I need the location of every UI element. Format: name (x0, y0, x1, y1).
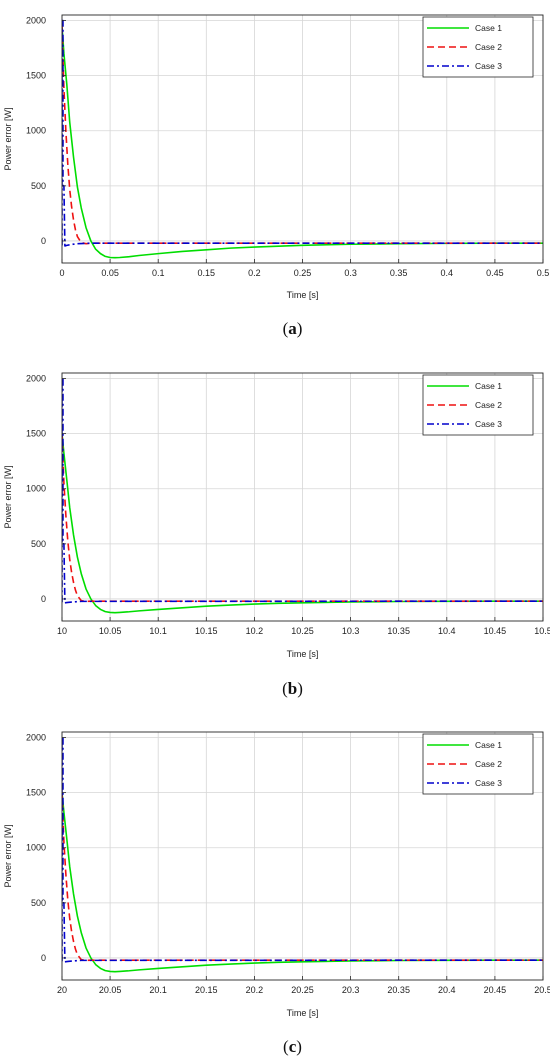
x-tick-label: 20.3 (342, 985, 360, 995)
x-tick-label: 10.35 (387, 626, 410, 636)
y-tick-label: 1000 (26, 843, 46, 853)
x-axis-label: Time [s] (287, 290, 319, 300)
x-tick-label: 0.4 (441, 268, 454, 278)
x-tick-label: 0.3 (344, 268, 357, 278)
x-tick-label: 20.25 (291, 985, 314, 995)
x-axis-label: Time [s] (287, 1008, 319, 1018)
y-tick-label: 500 (31, 539, 46, 549)
x-tick-label: 20.35 (387, 985, 410, 995)
x-tick-label: 0.5 (537, 268, 550, 278)
x-tick-label: 0.05 (101, 268, 119, 278)
x-tick-label: 0.1 (152, 268, 165, 278)
x-tick-label: 0.2 (248, 268, 261, 278)
x-tick-label: 10.25 (291, 626, 314, 636)
x-tick-label: 10.4 (438, 626, 456, 636)
legend-label-case-1: Case 1 (475, 23, 502, 33)
legend: Case 1 Case 2 Case 3 (422, 16, 534, 78)
legend-label-case-1: Case 1 (475, 740, 502, 750)
y-tick-label: 1500 (26, 788, 46, 798)
series-line-case-1 (62, 433, 543, 614)
x-tick-label: 10.1 (149, 626, 167, 636)
series-line-case-2 (62, 25, 543, 245)
legend-label-case-2: Case 2 (475, 42, 502, 52)
legend-label-case-3: Case 3 (475, 61, 502, 71)
x-tick-label: 0 (59, 268, 64, 278)
x-tick-label: 10.45 (484, 626, 507, 636)
y-tick-label: 500 (31, 898, 46, 908)
y-tick-label: 0 (41, 594, 46, 604)
series-line-case-3 (62, 377, 543, 604)
caption-letter: a (288, 319, 297, 338)
series-group (62, 736, 543, 973)
series-line-case-2 (62, 433, 543, 603)
x-tick-label: 20.5 (534, 985, 550, 995)
x-tick-label: 20.05 (99, 985, 122, 995)
x-tick-label: 20.45 (484, 985, 507, 995)
x-tick-label: 10.3 (342, 626, 360, 636)
x-tick-label: 20.2 (246, 985, 264, 995)
y-tick-label: 0 (41, 953, 46, 963)
x-tick-label: 0.25 (294, 268, 312, 278)
y-tick-label: 1000 (26, 484, 46, 494)
caption-letter: b (288, 679, 297, 698)
chart-panel-b: 10 10.05 10.1 10.15 10.2 10.25 10.3 10.35 10.4 10… (3, 372, 550, 698)
chart-panel-c: 20 20.05 20.1 20.15 20.2 20.25 20.3 20.35 20.4 20… (3, 731, 550, 1056)
series-line-case-1 (62, 25, 543, 259)
y-tick-label: 2000 (26, 16, 46, 26)
y-axis-label: Power error [W] (3, 107, 13, 170)
chart-panel-a: 0 0.05 0.1 0.15 0.2 0.25 0.3 0.35 0.4 0.45 0.5 0 500… (3, 14, 550, 338)
y-tick-label: 1000 (26, 126, 46, 136)
legend-label-case-3: Case 3 (475, 778, 502, 788)
x-tick-label: 10.5 (534, 626, 550, 636)
legend: Case 1 Case 2 Case 3 (422, 733, 534, 795)
caption-letter: c (289, 1037, 297, 1056)
legend-label-case-1: Case 1 (475, 381, 502, 391)
y-axis-label: Power error [W] (3, 465, 13, 528)
x-tick-label: 20 (57, 985, 67, 995)
y-tick-label: 1500 (26, 429, 46, 439)
y-tick-label: 1500 (26, 71, 46, 81)
x-tick-label: 0.35 (390, 268, 408, 278)
x-tick-label: 10.05 (99, 626, 122, 636)
series-line-case-3 (62, 736, 543, 963)
legend-label-case-3: Case 3 (475, 419, 502, 429)
figure-caption: (a) (283, 319, 303, 338)
y-tick-label: 500 (31, 181, 46, 191)
x-tick-label: 20.4 (438, 985, 456, 995)
y-tick-label: 0 (41, 236, 46, 246)
x-tick-label: 0.15 (198, 268, 216, 278)
x-tick-label: 10 (57, 626, 67, 636)
x-tick-label: 10.2 (246, 626, 264, 636)
x-tick-label: 0.45 (486, 268, 504, 278)
legend-label-case-2: Case 2 (475, 400, 502, 410)
x-tick-label: 10.15 (195, 626, 218, 636)
legend: Case 1 Case 2 Case 3 (422, 374, 534, 436)
figure-caption: (b) (282, 679, 303, 698)
series-line-case-2 (62, 792, 543, 962)
figure-caption: (c) (283, 1037, 302, 1056)
series-line-case-1 (62, 792, 543, 973)
series-group (62, 377, 543, 614)
y-tick-label: 2000 (26, 733, 46, 743)
x-axis-label: Time [s] (287, 649, 319, 659)
legend-label-case-2: Case 2 (475, 759, 502, 769)
x-tick-label: 20.1 (149, 985, 167, 995)
x-tick-label: 20.15 (195, 985, 218, 995)
y-axis-label: Power error [W] (3, 824, 13, 887)
y-tick-label: 2000 (26, 374, 46, 384)
